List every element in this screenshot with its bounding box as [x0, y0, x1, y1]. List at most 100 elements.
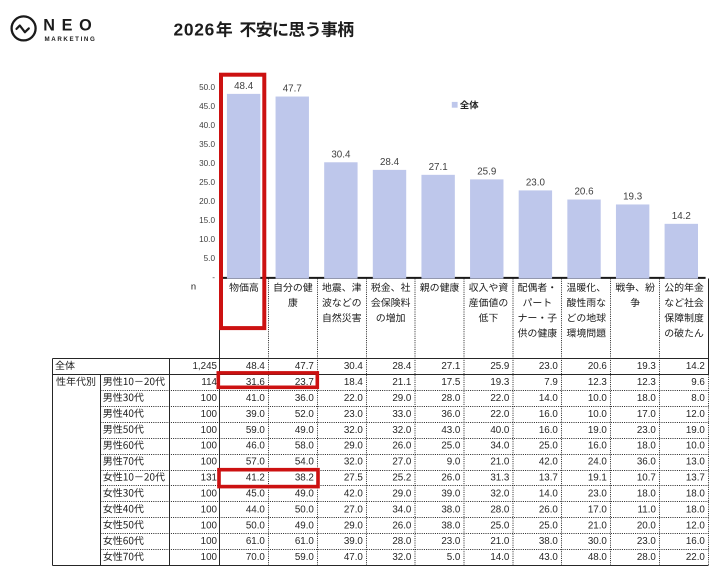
- svg-text:26.0: 26.0: [392, 520, 412, 531]
- svg-text:32.0: 32.0: [490, 488, 510, 499]
- svg-text:100: 100: [201, 393, 218, 404]
- svg-text:18.0: 18.0: [686, 504, 706, 515]
- svg-text:17.5: 17.5: [441, 377, 461, 388]
- svg-text:16.0: 16.0: [539, 425, 559, 436]
- svg-text:114: 114: [201, 377, 217, 388]
- svg-text:12.3: 12.3: [637, 377, 657, 388]
- svg-text:34.0: 34.0: [490, 441, 510, 452]
- svg-text:7.9: 7.9: [544, 377, 558, 388]
- svg-text:25.0: 25.0: [441, 441, 461, 452]
- svg-text:47.0: 47.0: [344, 552, 364, 563]
- svg-text:100: 100: [201, 457, 218, 468]
- svg-text:2026: 2026: [174, 20, 216, 40]
- svg-text:10.0: 10.0: [199, 235, 215, 244]
- svg-text:18.0: 18.0: [637, 441, 657, 452]
- svg-text:32.0: 32.0: [344, 457, 364, 468]
- svg-text:39.0: 39.0: [441, 488, 461, 499]
- svg-text:29.0: 29.0: [392, 488, 412, 499]
- svg-text:41.0: 41.0: [246, 393, 266, 404]
- svg-text:22.0: 22.0: [490, 409, 510, 420]
- svg-text:27.1: 27.1: [441, 361, 460, 372]
- svg-text:26.0: 26.0: [392, 441, 412, 452]
- svg-text:49.0: 49.0: [295, 425, 315, 436]
- svg-text:31.6: 31.6: [246, 377, 266, 388]
- svg-text:50.0: 50.0: [199, 83, 215, 92]
- svg-text:14.0: 14.0: [539, 488, 559, 499]
- svg-text:48.0: 48.0: [588, 552, 608, 563]
- svg-text:25.0: 25.0: [539, 441, 559, 452]
- svg-text:100: 100: [201, 488, 218, 499]
- svg-text:28.4: 28.4: [392, 361, 412, 372]
- svg-text:16.0: 16.0: [686, 536, 706, 547]
- svg-text:MARKETING: MARKETING: [45, 36, 97, 43]
- svg-text:20.0: 20.0: [637, 520, 657, 531]
- svg-text:46.0: 46.0: [246, 441, 266, 452]
- svg-text:23.0: 23.0: [637, 425, 657, 436]
- svg-text:27.0: 27.0: [344, 504, 364, 515]
- svg-text:48.4: 48.4: [246, 361, 266, 372]
- svg-text:39.0: 39.0: [246, 409, 266, 420]
- svg-text:16.0: 16.0: [539, 409, 559, 420]
- svg-text:14.2: 14.2: [672, 211, 691, 222]
- svg-text:19.0: 19.0: [588, 425, 608, 436]
- svg-text:10.7: 10.7: [637, 473, 656, 484]
- svg-text:29.0: 29.0: [344, 520, 364, 531]
- svg-text:22.0: 22.0: [686, 552, 706, 563]
- svg-text:12.0: 12.0: [686, 409, 706, 420]
- svg-text:31.3: 31.3: [490, 473, 510, 484]
- svg-text:38.0: 38.0: [441, 520, 461, 531]
- svg-text:19.3: 19.3: [623, 191, 643, 202]
- svg-text:20.0: 20.0: [199, 197, 215, 206]
- svg-text:19.0: 19.0: [686, 425, 706, 436]
- svg-text:47.7: 47.7: [283, 84, 302, 95]
- svg-text:13.7: 13.7: [539, 473, 558, 484]
- svg-text:21.0: 21.0: [490, 536, 510, 547]
- svg-text:61.0: 61.0: [295, 536, 315, 547]
- svg-text:28.0: 28.0: [490, 504, 510, 515]
- svg-text:27.5: 27.5: [344, 473, 364, 484]
- svg-text:15.0: 15.0: [199, 216, 215, 225]
- svg-text:29.0: 29.0: [392, 393, 412, 404]
- svg-text:26.0: 26.0: [539, 504, 559, 515]
- svg-text:23.0: 23.0: [344, 409, 364, 420]
- svg-text:50.0: 50.0: [246, 520, 266, 531]
- svg-text:100: 100: [201, 504, 218, 515]
- svg-text:23.0: 23.0: [526, 177, 546, 188]
- svg-text:21.1: 21.1: [392, 377, 411, 388]
- svg-text:5.0: 5.0: [204, 254, 216, 263]
- svg-text:43.0: 43.0: [441, 425, 461, 436]
- svg-text:38.0: 38.0: [441, 504, 461, 515]
- svg-text:59.0: 59.0: [295, 552, 315, 563]
- svg-text:100: 100: [201, 552, 218, 563]
- svg-text:40.0: 40.0: [199, 121, 215, 130]
- svg-text:9.6: 9.6: [691, 377, 705, 388]
- svg-text:16.0: 16.0: [588, 441, 608, 452]
- svg-text:42.0: 42.0: [344, 488, 364, 499]
- svg-text:61.0: 61.0: [246, 536, 266, 547]
- svg-text:23.0: 23.0: [441, 536, 461, 547]
- svg-text:18.0: 18.0: [637, 393, 657, 404]
- svg-text:8.0: 8.0: [691, 393, 705, 404]
- svg-text:20.6: 20.6: [588, 361, 608, 372]
- svg-text:44.0: 44.0: [246, 504, 266, 515]
- svg-text:29.0: 29.0: [344, 441, 364, 452]
- svg-text:45.0: 45.0: [199, 102, 215, 111]
- svg-text:13.7: 13.7: [686, 473, 705, 484]
- svg-text:36.0: 36.0: [441, 409, 461, 420]
- svg-text:26.0: 26.0: [441, 473, 461, 484]
- svg-text:12.3: 12.3: [588, 377, 608, 388]
- svg-text:18.0: 18.0: [686, 488, 706, 499]
- svg-text:23.0: 23.0: [637, 536, 657, 547]
- svg-text:22.0: 22.0: [344, 393, 364, 404]
- svg-text:45.0: 45.0: [246, 488, 266, 499]
- svg-text:43.0: 43.0: [539, 552, 559, 563]
- svg-text:100: 100: [201, 536, 218, 547]
- svg-text:38.2: 38.2: [295, 473, 314, 484]
- svg-text:1,245: 1,245: [192, 361, 217, 372]
- svg-text:34.0: 34.0: [392, 504, 412, 515]
- svg-text:32.0: 32.0: [344, 425, 364, 436]
- svg-text:54.0: 54.0: [295, 457, 315, 468]
- svg-text:19.3: 19.3: [490, 377, 510, 388]
- svg-text:59.0: 59.0: [246, 425, 266, 436]
- svg-text:14.2: 14.2: [686, 361, 705, 372]
